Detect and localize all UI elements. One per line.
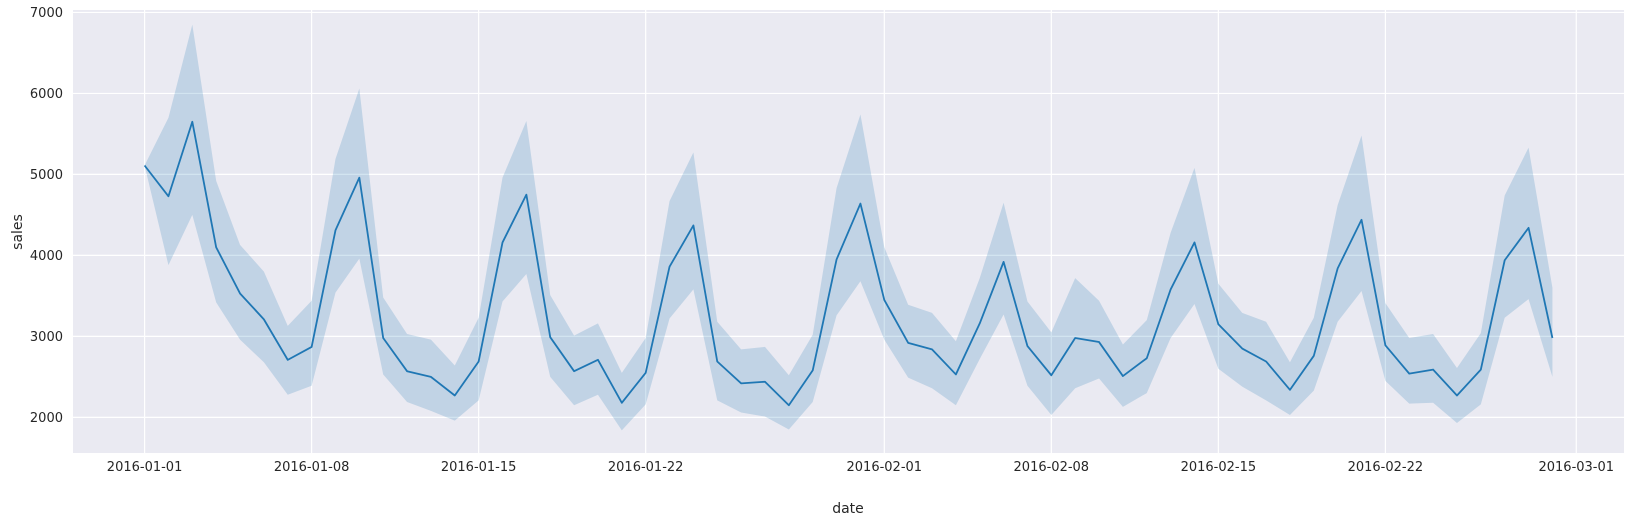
tick-labels: 2000 3000 4000 5000 6000 7000 2016-01-01 2016-0… bbox=[30, 6, 1614, 475]
y-tick-label: 4000 bbox=[30, 249, 63, 264]
data-point bbox=[1337, 267, 1339, 269]
data-point bbox=[764, 381, 766, 383]
data-point bbox=[1289, 389, 1291, 391]
x-tick-label: 2016-02-15 bbox=[1181, 460, 1257, 475]
grid-lines bbox=[73, 10, 1624, 453]
data-point bbox=[454, 395, 456, 397]
data-point bbox=[836, 258, 838, 260]
data-point bbox=[1050, 374, 1052, 376]
data-point bbox=[1026, 345, 1028, 347]
data-point bbox=[1480, 369, 1482, 371]
data-point bbox=[1504, 259, 1506, 261]
data-point bbox=[1528, 227, 1530, 229]
x-tick-label: 2016-01-15 bbox=[441, 460, 517, 475]
x-tick-label: 2016-02-22 bbox=[1348, 460, 1424, 475]
confidence-band-group bbox=[144, 24, 1553, 431]
data-point bbox=[573, 370, 575, 372]
data-point bbox=[907, 342, 909, 344]
data-point bbox=[1432, 369, 1434, 371]
data-point bbox=[692, 224, 694, 226]
data-point bbox=[1074, 337, 1076, 339]
data-point bbox=[979, 322, 981, 324]
data-point bbox=[1361, 219, 1363, 221]
y-tick-label: 7000 bbox=[30, 6, 63, 21]
data-point bbox=[502, 241, 504, 243]
data-point bbox=[1456, 395, 1458, 397]
sales-line-group bbox=[143, 120, 1554, 407]
data-point bbox=[1193, 241, 1195, 243]
data-point bbox=[931, 348, 933, 350]
data-point bbox=[1265, 360, 1267, 362]
data-point bbox=[859, 203, 861, 205]
x-tick-label: 2016-01-22 bbox=[608, 460, 684, 475]
data-point bbox=[311, 346, 313, 348]
data-point bbox=[1384, 344, 1386, 346]
data-point bbox=[358, 177, 360, 179]
data-point bbox=[669, 266, 671, 268]
data-point bbox=[287, 359, 289, 361]
data-point bbox=[1551, 337, 1553, 339]
data-point bbox=[1146, 357, 1148, 359]
data-point bbox=[430, 376, 432, 378]
y-tick-label: 5000 bbox=[30, 168, 63, 183]
data-point bbox=[1241, 348, 1243, 350]
x-tick-label: 2016-01-01 bbox=[107, 460, 183, 475]
data-point bbox=[883, 299, 885, 301]
data-point bbox=[1170, 288, 1172, 290]
data-point bbox=[525, 194, 527, 196]
data-point bbox=[621, 402, 623, 404]
data-point bbox=[955, 373, 957, 375]
data-point bbox=[597, 359, 599, 361]
x-tick-label: 2016-01-08 bbox=[274, 460, 350, 475]
data-point bbox=[740, 382, 742, 384]
x-tick-label: 2016-02-01 bbox=[847, 460, 923, 475]
y-axis-label: sales bbox=[10, 214, 26, 250]
data-point bbox=[716, 360, 718, 362]
x-tick-label: 2016-02-08 bbox=[1014, 460, 1090, 475]
y-tick-label: 2000 bbox=[30, 411, 63, 426]
x-tick-label: 2016-03-01 bbox=[1538, 460, 1614, 475]
data-point bbox=[1408, 373, 1410, 375]
data-point bbox=[1313, 355, 1315, 357]
y-tick-label: 6000 bbox=[30, 87, 63, 102]
y-tick-label: 3000 bbox=[30, 330, 63, 345]
data-point bbox=[1098, 341, 1100, 343]
data-point bbox=[812, 369, 814, 371]
confidence-band bbox=[144, 24, 1553, 431]
data-point bbox=[1003, 261, 1005, 263]
data-point bbox=[144, 165, 146, 167]
data-point bbox=[263, 318, 265, 320]
data-point bbox=[406, 370, 408, 372]
data-point bbox=[215, 246, 217, 248]
data-point bbox=[1122, 375, 1124, 377]
data-point bbox=[334, 229, 336, 231]
data-point bbox=[239, 292, 241, 294]
data-point bbox=[1217, 323, 1219, 325]
data-point bbox=[167, 195, 169, 197]
x-axis-label: date bbox=[832, 501, 864, 517]
data-point bbox=[478, 360, 480, 362]
data-point bbox=[549, 336, 551, 338]
data-point bbox=[645, 372, 647, 374]
data-point bbox=[788, 404, 790, 406]
data-point bbox=[191, 121, 193, 123]
sales-line bbox=[143, 120, 1554, 407]
data-point bbox=[382, 337, 384, 339]
